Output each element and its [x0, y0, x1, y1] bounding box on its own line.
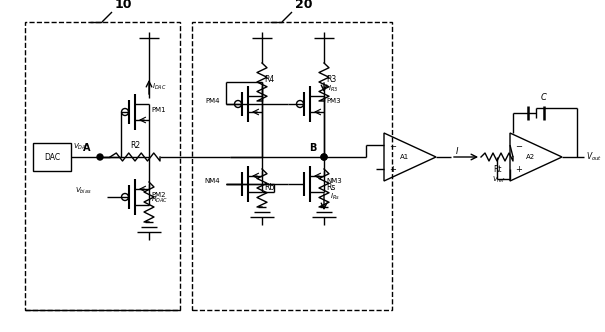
Text: R2: R2	[130, 141, 140, 150]
Text: $+$: $+$	[389, 164, 397, 174]
Circle shape	[97, 154, 103, 160]
Text: PM1: PM1	[151, 107, 166, 113]
Text: $R_{DAC}$: $R_{DAC}$	[151, 195, 168, 205]
Text: NM4: NM4	[204, 178, 220, 184]
Text: C: C	[541, 93, 547, 102]
Text: $-$: $-$	[515, 140, 523, 149]
Bar	[33, 143, 71, 171]
Text: $V_{DAC}$: $V_{DAC}$	[73, 142, 90, 152]
Text: R4: R4	[264, 75, 274, 85]
Text: A2: A2	[526, 154, 535, 160]
Text: A1: A1	[401, 154, 410, 160]
Text: DAC: DAC	[44, 152, 60, 161]
Text: 10: 10	[115, 0, 132, 11]
Text: NM3: NM3	[326, 178, 342, 184]
Text: B: B	[309, 143, 316, 153]
Bar	[25, 22, 180, 310]
Text: I: I	[456, 146, 459, 155]
Text: Rt: Rt	[492, 165, 502, 174]
Text: $I_{DAC}$: $I_{DAC}$	[152, 82, 166, 92]
Text: PM2: PM2	[151, 192, 166, 198]
Text: Rb: Rb	[264, 183, 274, 192]
Text: $V_{out}$: $V_{out}$	[586, 151, 602, 163]
Text: $-$: $-$	[389, 140, 397, 149]
Text: A: A	[82, 143, 90, 153]
Text: $I_{R3}$: $I_{R3}$	[328, 84, 338, 94]
Text: Rs: Rs	[326, 183, 335, 192]
Text: 20: 20	[295, 0, 313, 11]
Text: $I_{Rs}$: $I_{Rs}$	[330, 192, 340, 202]
Text: R3: R3	[326, 75, 336, 85]
Bar	[192, 22, 392, 310]
Text: PM3: PM3	[326, 98, 341, 104]
Text: $+$: $+$	[515, 164, 523, 174]
Circle shape	[321, 154, 327, 160]
Text: $V_{bias}$: $V_{bias}$	[75, 186, 92, 196]
Text: PM4: PM4	[206, 98, 220, 104]
Text: $V_{ref}$: $V_{ref}$	[492, 175, 506, 185]
Circle shape	[321, 154, 327, 160]
